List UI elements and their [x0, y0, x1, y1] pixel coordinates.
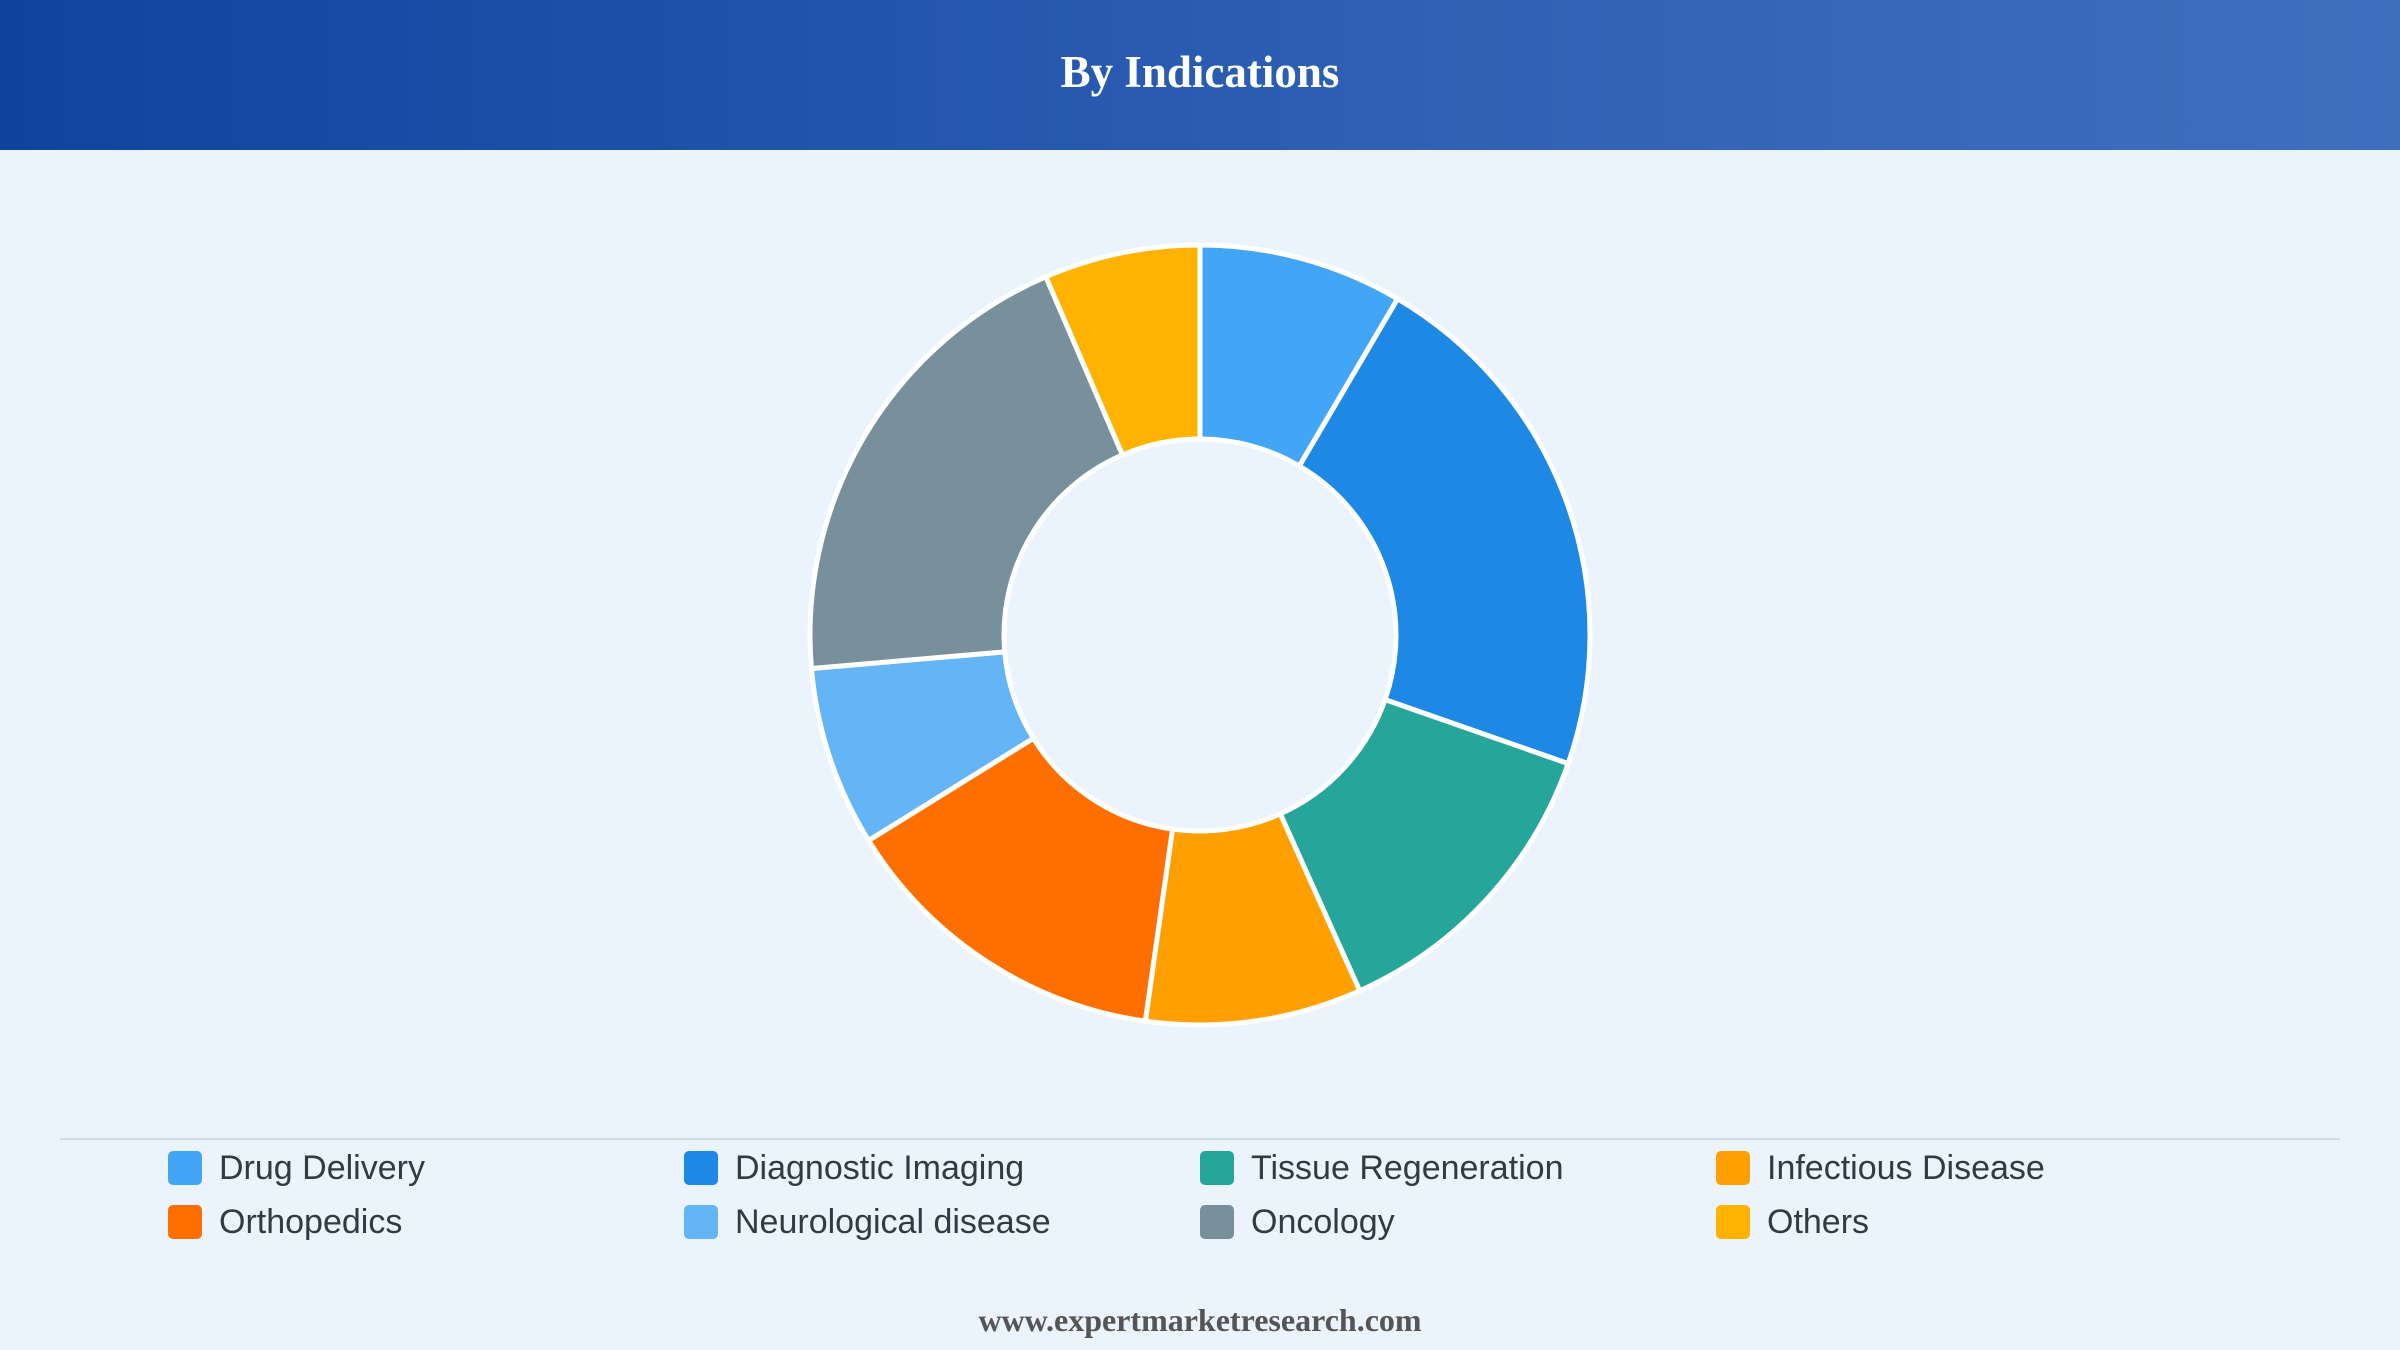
- slice-oncology[interactable]: [807, 274, 1126, 671]
- slice-tissue-regeneration[interactable]: [1277, 697, 1571, 994]
- legend-swatch-diagnostic-imaging: [684, 1151, 718, 1185]
- legend-label-tissue-regeneration: Tissue Regeneration: [1251, 1148, 1564, 1187]
- donut-chart: [807, 242, 1593, 1028]
- legend-label-others: Others: [1767, 1202, 1870, 1241]
- legend-label-oncology: Oncology: [1251, 1202, 1395, 1241]
- legend-item-tissue-regeneration[interactable]: Tissue Regeneration: [1200, 1148, 1716, 1187]
- legend-divider: [60, 1138, 2340, 1140]
- legend: Drug Delivery Diagnostic Imaging Tissue …: [168, 1148, 2268, 1241]
- title-bar: By Indications: [0, 0, 2400, 150]
- legend-label-neurological-disease: Neurological disease: [735, 1202, 1051, 1241]
- chart-area: [0, 150, 2400, 1140]
- legend-item-diagnostic-imaging[interactable]: Diagnostic Imaging: [684, 1148, 1200, 1187]
- legend-label-drug-delivery: Drug Delivery: [219, 1148, 425, 1187]
- legend-item-orthopedics[interactable]: Orthopedics: [168, 1202, 684, 1241]
- chart-title: By Indications: [1060, 47, 1340, 97]
- legend-item-oncology[interactable]: Oncology: [1200, 1202, 1716, 1241]
- source-url: www.expertmarketresearch.com: [978, 1302, 1422, 1338]
- legend-item-infectious-disease[interactable]: Infectious Disease: [1716, 1148, 2232, 1187]
- legend-item-others[interactable]: Others: [1716, 1202, 2232, 1241]
- slice-orthopedics[interactable]: [866, 735, 1176, 1024]
- legend-item-drug-delivery[interactable]: Drug Delivery: [168, 1148, 684, 1187]
- legend-swatch-tissue-regeneration: [1200, 1151, 1234, 1185]
- legend-label-infectious-disease: Infectious Disease: [1767, 1148, 2045, 1187]
- legend-swatch-others: [1716, 1205, 1750, 1239]
- legend-swatch-orthopedics: [168, 1205, 202, 1239]
- legend-swatch-oncology: [1200, 1205, 1234, 1239]
- slice-others[interactable]: [1043, 242, 1203, 458]
- slice-diagnostic-imaging[interactable]: [1296, 296, 1593, 767]
- legend-swatch-drug-delivery: [168, 1151, 202, 1185]
- legend-swatch-neurological-disease: [684, 1205, 718, 1239]
- legend-swatch-infectious-disease: [1716, 1151, 1750, 1185]
- legend-item-neurological-disease[interactable]: Neurological disease: [684, 1202, 1200, 1241]
- legend-label-orthopedics: Orthopedics: [219, 1202, 403, 1241]
- legend-label-diagnostic-imaging: Diagnostic Imaging: [735, 1148, 1025, 1187]
